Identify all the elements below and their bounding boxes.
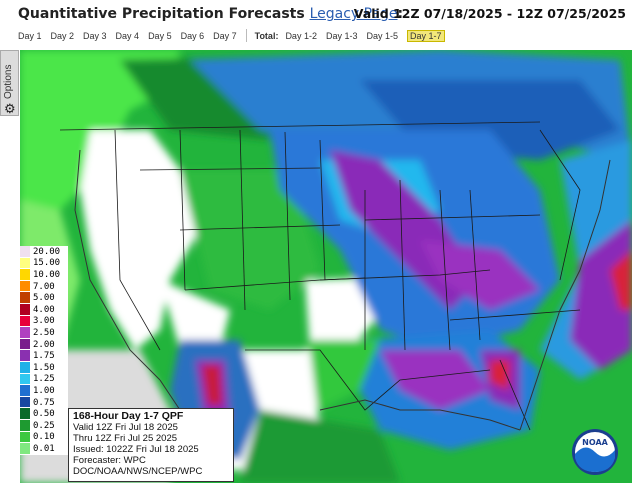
tab-day-1-3[interactable]: Day 1-3 <box>325 30 358 41</box>
tab-day-3[interactable]: Day 3 <box>83 30 107 41</box>
tab-day-5[interactable]: Day 5 <box>148 30 172 41</box>
valid-range: Valid 12Z 07/18/2025 - 12Z 07/25/2025 <box>353 6 626 21</box>
info-org: DOC/NOAA/NWS/NCEP/WPC <box>73 466 203 477</box>
legend-swatch <box>20 338 30 351</box>
legend-row: 2.00 <box>20 338 68 351</box>
legend-value: 1.50 <box>33 362 55 373</box>
tab-day-1[interactable]: Day 1 <box>18 30 42 41</box>
info-valid: Valid 12Z Fri Jul 18 2025 <box>73 422 178 433</box>
noaa-logo-text: NOAA <box>582 438 608 447</box>
state-borders <box>59 121 581 431</box>
legend-row: 1.25 <box>20 373 68 386</box>
legend-row: 2.50 <box>20 327 68 339</box>
legend-swatch <box>20 292 30 304</box>
legend-swatch <box>20 327 30 339</box>
legend-value: 0.01 <box>33 443 55 454</box>
legend-value: 5.00 <box>33 293 55 304</box>
legend-row: 20.00 <box>20 246 68 258</box>
tab-day-1-2[interactable]: Day 1-2 <box>285 30 317 41</box>
tab-separator <box>245 29 247 42</box>
legend-swatch <box>20 396 30 409</box>
legend-row: 0.10 <box>20 431 68 444</box>
legacy-page-link[interactable]: Legacy Page <box>309 6 398 22</box>
tab-day-1-7[interactable]: Day 1-7 <box>406 29 445 42</box>
info-forecaster: Forecaster: WPC <box>73 455 146 466</box>
legend-value: 0.75 <box>33 397 55 408</box>
legend-row: 0.25 <box>20 419 68 432</box>
tab-day-6[interactable]: Day 6 <box>180 30 205 41</box>
legend-value: 2.50 <box>33 327 55 338</box>
options-panel-toggle[interactable]: Options ⚙ <box>0 50 19 116</box>
legend-value: 1.25 <box>33 374 55 385</box>
page-header: Quantitative Precipitation Forecasts Leg… <box>0 0 640 46</box>
legend-row: 7.00 <box>20 280 68 293</box>
info-thru: Thru 12Z Fri Jul 25 2025 <box>73 433 178 444</box>
legend-swatch <box>20 315 30 328</box>
legend-value: 4.00 <box>33 304 55 315</box>
legend-row: 3.00 <box>20 315 68 328</box>
legend-value: 10.00 <box>33 269 61 280</box>
legend-value: 0.50 <box>33 409 55 420</box>
legend-value: 0.25 <box>33 420 55 431</box>
legend-value: 1.00 <box>33 385 55 396</box>
tab-day-1-5[interactable]: Day 1-5 <box>366 30 398 41</box>
options-label: Options <box>3 64 14 99</box>
legend-row: 4.00 <box>20 303 68 316</box>
legend-swatch <box>20 431 30 444</box>
legend-swatch <box>20 350 30 362</box>
legend-swatch <box>20 373 30 386</box>
legend-swatch <box>20 269 30 281</box>
legend-value: 2.00 <box>33 339 55 350</box>
legend-row: 15.00 <box>20 257 68 270</box>
legend-value: 7.00 <box>33 281 55 292</box>
tab-day-4[interactable]: Day 4 <box>115 30 140 41</box>
legend-row: 10.00 <box>20 269 68 281</box>
precip-legend: 20.00 15.00 10.00 7.00 5.00 4.00 3.00 2.50 2.00 1… <box>20 246 68 455</box>
legend-swatch <box>20 408 30 420</box>
tab-day-2[interactable]: Day 2 <box>50 30 75 41</box>
page-title: Quantitative Precipitation Forecasts Leg… <box>18 6 403 22</box>
forecast-info-box: 168-Hour Day 1-7 QPF Valid 12Z Fri Jul 1… <box>68 408 234 482</box>
info-issued: Issued: 1022Z Fri Jul 18 2025 <box>73 444 199 455</box>
legend-row: 1.00 <box>20 385 68 397</box>
title-text: Quantitative Precipitation Forecasts <box>18 6 305 22</box>
legend-swatch <box>20 361 30 374</box>
legend-row: 0.50 <box>20 408 68 420</box>
legend-row: 5.00 <box>20 292 68 304</box>
legend-swatch <box>20 303 30 316</box>
gear-icon: ⚙ <box>4 101 16 116</box>
legend-swatch <box>20 280 30 293</box>
noaa-logo: NOAA <box>572 429 618 475</box>
legend-row: 1.50 <box>20 361 68 374</box>
legend-value: 3.00 <box>33 316 55 327</box>
legend-row: 1.75 <box>20 350 68 362</box>
info-heading: 168-Hour Day 1-7 QPF <box>73 410 184 422</box>
legend-swatch <box>20 443 30 455</box>
title-colon: : <box>397 6 404 22</box>
day-tabs: Day 1 Day 2 Day 3 Day 4 Day 5 Day 6 Day … <box>18 29 454 42</box>
legend-swatch <box>20 419 30 432</box>
legend-swatch <box>20 385 30 397</box>
legend-row: 0.75 <box>20 396 68 409</box>
legend-value: 1.75 <box>33 351 55 362</box>
tab-day-7[interactable]: Day 7 <box>213 30 237 41</box>
legend-value: 0.10 <box>33 432 55 443</box>
legend-row: 0.01 <box>20 443 68 455</box>
legend-swatch <box>20 257 30 270</box>
legend-value: 20.00 <box>33 246 61 257</box>
total-label: Total: <box>254 30 279 41</box>
legend-swatch <box>20 246 30 258</box>
legend-value: 15.00 <box>33 258 61 269</box>
